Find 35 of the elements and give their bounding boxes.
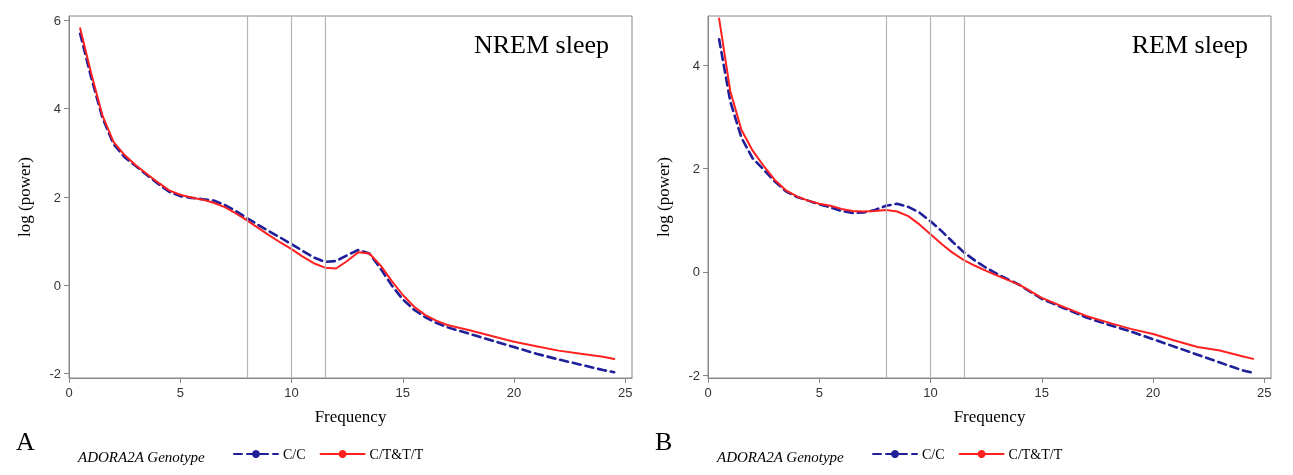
x-axis-title: Frequency	[953, 407, 1026, 426]
text: A	[16, 426, 35, 456]
x-tick-label: 5	[176, 385, 184, 400]
y-tick-label: 2	[53, 189, 61, 205]
legend-label: C/C	[283, 446, 306, 462]
text: NREM sleep	[473, 29, 610, 59]
x-tick-label: 15	[395, 385, 411, 400]
y-tick-label: -2	[49, 366, 61, 382]
x-tick-label: 0	[704, 385, 712, 400]
x-tick-label: 25	[1257, 385, 1272, 400]
text: REM sleep	[1131, 29, 1248, 59]
x-axis-title: Frequency	[314, 407, 387, 426]
y-tick-label: 0	[53, 277, 61, 293]
y-tick-label: 4	[692, 57, 700, 73]
y-tick-label: 0	[692, 264, 700, 280]
y-tick-label: 4	[53, 101, 61, 117]
x-tick-label: 10	[284, 385, 299, 400]
legend-label: C/T&T/T	[1008, 446, 1063, 462]
x-tick-label: 25	[618, 385, 633, 400]
x-tick-label: 10	[923, 385, 938, 400]
y-tick-label: 6	[53, 12, 61, 28]
y-axis-title: log (power)	[15, 157, 34, 237]
legend-label: C/T&T/T	[369, 446, 424, 462]
y-axis-title: log (power)	[654, 157, 673, 237]
text: B	[655, 426, 673, 456]
y-tick-label: -2	[688, 367, 700, 383]
x-tick-label: 15	[1034, 385, 1050, 400]
legend-title: ADORA2A Genotype	[77, 448, 206, 465]
x-tick-label: 5	[815, 385, 823, 400]
y-tick-label: 2	[692, 161, 700, 177]
legend-label: C/C	[922, 446, 945, 462]
x-tick-label: 0	[65, 385, 73, 400]
legend-title: ADORA2A Genotype	[716, 448, 845, 465]
x-tick-label: 20	[1145, 385, 1161, 400]
x-tick-label: 20	[506, 385, 522, 400]
